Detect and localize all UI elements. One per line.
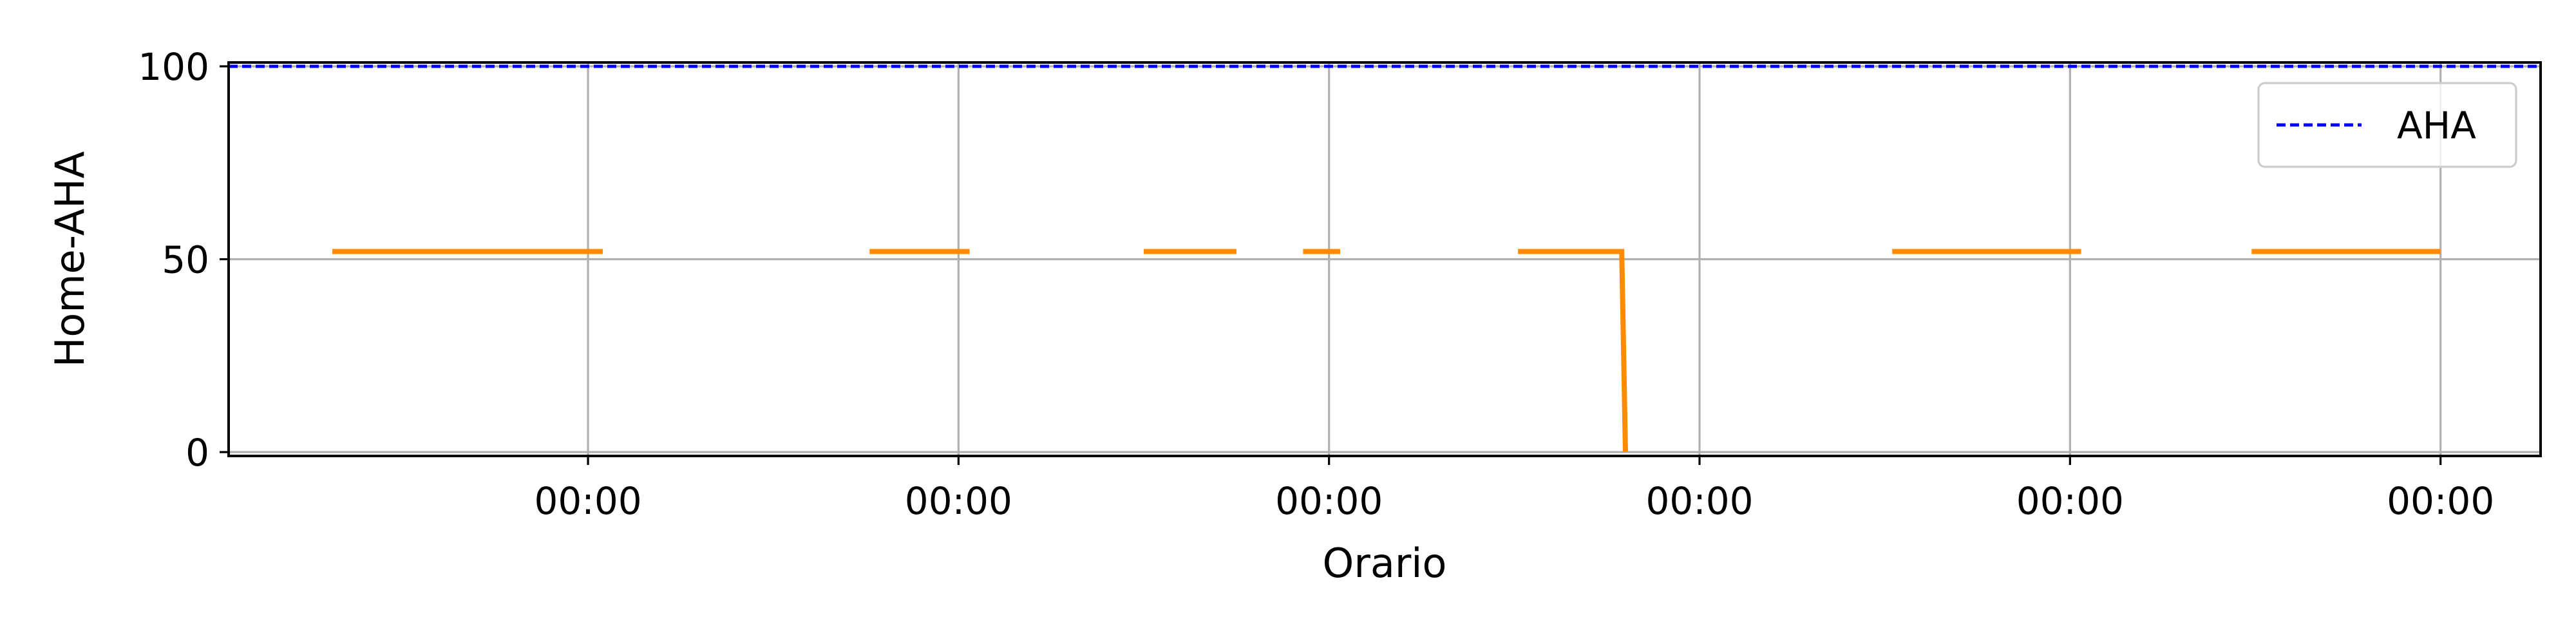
x-axis-label: Orario: [1323, 540, 1447, 587]
legend: AHA: [2257, 82, 2517, 168]
y-tick-label: 0: [185, 431, 209, 475]
y-axis: 0 50 100: [138, 45, 229, 475]
x-tick-label: 00:00: [1645, 479, 1753, 523]
x-tick-label: 00:00: [534, 479, 641, 523]
y-tick-label: 50: [162, 238, 209, 282]
legend-box: [2257, 82, 2517, 168]
series-line-segment: [1518, 249, 1628, 453]
x-tick-label: 00:00: [2387, 479, 2494, 523]
x-tick-label: 00:00: [1275, 479, 1383, 523]
y-axis-label: Home-AHA: [46, 151, 93, 368]
x-axis: 00:00 00:00 00:00 00:00 00:00 00:00: [534, 456, 2494, 523]
y-tick-label: 100: [138, 45, 209, 89]
series-home-aha: [332, 249, 2441, 453]
x-tick-label: 00:00: [2016, 479, 2124, 523]
legend-label: AHA: [2397, 104, 2476, 147]
x-tick-label: 00:00: [905, 479, 1012, 523]
